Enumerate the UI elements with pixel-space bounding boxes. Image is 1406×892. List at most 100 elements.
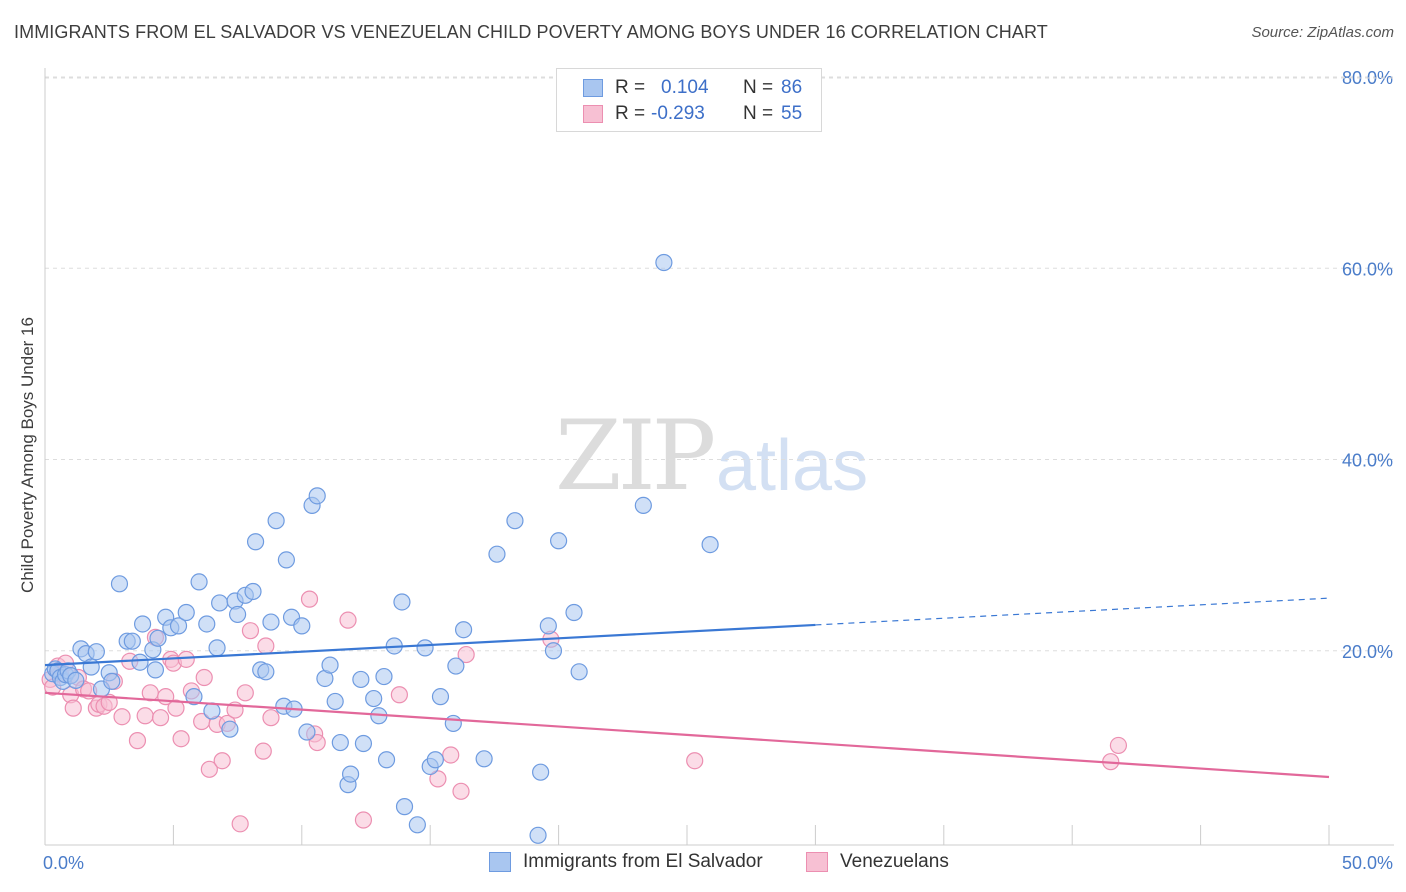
legend-label-venezuelans: Venezuelans <box>840 851 949 872</box>
point-el-salvador <box>246 533 265 551</box>
legend-r-label: R = <box>615 103 646 124</box>
point-el-salvador <box>341 765 360 783</box>
watermark-zip: ZIP <box>555 400 716 512</box>
point-el-salvador <box>506 512 524 530</box>
point-venezuelans <box>113 708 131 726</box>
point-el-salvador <box>416 639 434 657</box>
trendline-el-salvador <box>44 623 816 667</box>
point-venezuelans <box>390 686 408 704</box>
point-venezuelans <box>254 742 272 760</box>
point-el-salvador <box>293 617 311 635</box>
point-el-salvador <box>444 714 462 733</box>
point-venezuelans <box>172 730 190 748</box>
point-el-salvador <box>308 487 326 505</box>
point-el-salvador <box>123 632 141 650</box>
point-venezuelans <box>442 746 460 764</box>
legend-n-value: 86 <box>781 77 803 98</box>
y-tick-label: 40.0% <box>1342 451 1393 471</box>
point-venezuelans <box>300 590 319 608</box>
point-venezuelans <box>241 622 260 640</box>
point-el-salvador <box>529 826 547 844</box>
point-el-salvador <box>488 545 506 563</box>
point-el-salvador <box>190 573 208 591</box>
correlation-legend: R = 0.104 N = 86 R = -0.293 N = 55 <box>556 68 822 132</box>
point-el-salvador <box>655 253 673 272</box>
point-el-salvador <box>321 656 339 674</box>
point-el-salvador <box>208 639 226 657</box>
point-venezuelans <box>200 760 218 778</box>
point-el-salvador <box>198 615 216 633</box>
point-el-salvador <box>544 642 563 660</box>
trendline-venezuelans <box>44 691 1330 779</box>
point-venezuelans <box>452 782 470 800</box>
legend-row-el-salvador: R = 0.104 N = 86 <box>583 76 802 100</box>
point-venezuelans <box>308 733 326 752</box>
point-el-salvador <box>177 603 195 622</box>
point-venezuelans <box>64 699 82 717</box>
legend-item-el-salvador: Immigrants from El Salvador <box>489 851 763 873</box>
point-el-salvador <box>103 672 121 690</box>
point-el-salvador <box>354 734 373 753</box>
point-venezuelans <box>195 668 213 687</box>
chart-title: IMMIGRANTS FROM EL SALVADOR VS VENEZUELA… <box>14 22 1048 42</box>
legend-label-el-salvador: Immigrants from El Salvador <box>523 851 763 872</box>
point-venezuelans <box>262 709 280 727</box>
point-el-salvador <box>262 613 280 631</box>
point-el-salvador <box>634 496 652 514</box>
point-el-salvador <box>326 692 344 711</box>
y-tick-label: 60.0% <box>1342 259 1393 279</box>
point-el-salvador <box>352 670 370 689</box>
point-el-salvador <box>277 551 295 569</box>
legend-r-value: 0.104 <box>661 77 709 98</box>
point-el-salvador <box>169 617 188 635</box>
point-el-salvador <box>67 671 85 689</box>
chart-source: Source: ZipAtlas.com <box>1251 24 1394 41</box>
series-legend: Immigrants from El Salvador Venezuelans <box>0 851 1406 879</box>
point-venezuelans <box>339 611 357 629</box>
point-el-salvador <box>185 688 203 706</box>
point-venezuelans <box>136 707 154 725</box>
point-el-salvador <box>395 798 414 816</box>
legend-row-venezuelans: R = -0.293 N = 55 <box>583 102 802 126</box>
point-el-salvador <box>475 750 493 768</box>
point-venezuelans <box>151 709 170 727</box>
legend-swatch-pink <box>806 852 828 872</box>
y-tick-label: 20.0% <box>1342 642 1393 662</box>
point-el-salvador <box>146 661 165 679</box>
point-venezuelans <box>213 752 231 770</box>
point-venezuelans <box>457 645 475 664</box>
point-el-salvador <box>229 605 247 624</box>
point-el-salvador <box>431 688 450 706</box>
legend-n-label: N = <box>743 103 774 124</box>
point-el-salvador <box>393 593 411 611</box>
point-el-salvador <box>565 603 583 622</box>
point-el-salvador <box>221 720 239 738</box>
point-venezuelans <box>128 732 147 750</box>
legend-swatch-pink <box>583 105 603 123</box>
point-el-salvador <box>365 689 383 708</box>
point-venezuelans <box>354 811 373 829</box>
point-el-salvador <box>110 575 129 593</box>
point-el-salvador <box>532 763 550 781</box>
legend-item-venezuelans: Venezuelans <box>806 851 949 873</box>
trendline-el-salvador-extension <box>815 597 1330 626</box>
point-el-salvador <box>244 582 262 601</box>
point-venezuelans <box>429 770 447 788</box>
point-venezuelans <box>257 637 275 655</box>
point-el-salvador <box>377 751 396 769</box>
legend-swatch-blue <box>583 79 603 97</box>
x-tick-label-min: 0.0% <box>43 853 84 873</box>
legend-r-value: -0.293 <box>651 103 705 124</box>
point-el-salvador <box>267 512 285 530</box>
point-venezuelans <box>167 699 185 717</box>
point-el-salvador <box>203 702 221 720</box>
point-venezuelans <box>686 752 704 770</box>
point-el-salvador <box>408 816 426 834</box>
x-tick-label-max: 50.0% <box>1342 853 1393 873</box>
point-el-salvador <box>454 621 473 639</box>
point-el-salvador <box>133 615 152 633</box>
point-el-salvador <box>211 594 229 612</box>
point-el-salvador <box>426 751 444 769</box>
point-el-salvador <box>570 663 588 681</box>
